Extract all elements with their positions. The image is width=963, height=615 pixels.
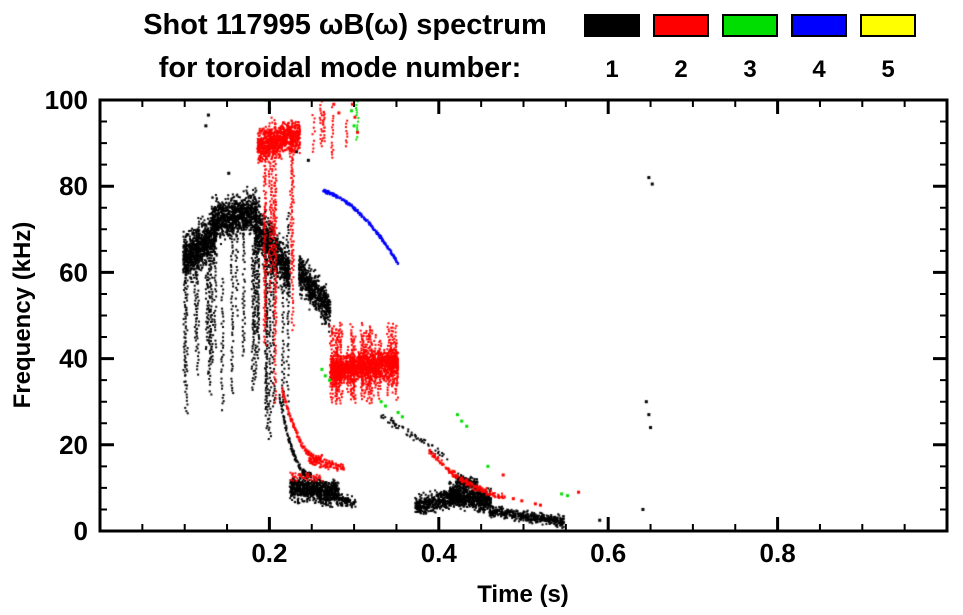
legend-swatch-mode-5: [860, 14, 916, 37]
y-tick-labels: 0 20 40 60 80 100: [45, 85, 88, 546]
x-tick-labels: 0.2 0.4 0.6 0.8: [251, 538, 795, 568]
y-tick-label: 60: [59, 257, 88, 287]
plot-title-line1: Shot 117995 ωB(ω) spectrum: [143, 9, 547, 41]
x-tick-label: 0.4: [421, 538, 458, 568]
minor-ticks: [99, 100, 948, 531]
legend-swatch-mode-4: [791, 14, 847, 37]
x-axis-label: Time (s): [477, 581, 569, 608]
y-tick-label: 80: [59, 171, 88, 201]
legend-label-mode-3: 3: [743, 56, 756, 83]
legend-label-mode-5: 5: [881, 56, 894, 83]
plot-title-line2: for toroidal mode number:: [159, 52, 522, 84]
plot-border: [98, 98, 949, 533]
legend-label-mode-4: 4: [812, 56, 826, 83]
y-tick-label: 0: [74, 516, 88, 546]
major-ticks: [100, 98, 947, 533]
legend-swatch-mode-2: [653, 14, 709, 37]
y-tick-label: 40: [59, 344, 88, 374]
x-tick-label: 0.2: [251, 538, 287, 568]
legend: 1 2 3 4 5: [584, 14, 916, 83]
x-tick-label: 0.8: [760, 538, 796, 568]
legend-label-mode-1: 1: [605, 56, 618, 83]
x-tick-label: 0.6: [590, 538, 626, 568]
y-tick-label: 20: [59, 430, 88, 460]
legend-swatch-mode-3: [722, 14, 778, 37]
axes-frame: [98, 98, 949, 533]
y-tick-label: 100: [45, 85, 88, 115]
legend-swatch-mode-1: [584, 14, 640, 37]
y-axis-label: Frequency (kHz): [9, 222, 36, 409]
legend-label-mode-2: 2: [674, 56, 687, 83]
